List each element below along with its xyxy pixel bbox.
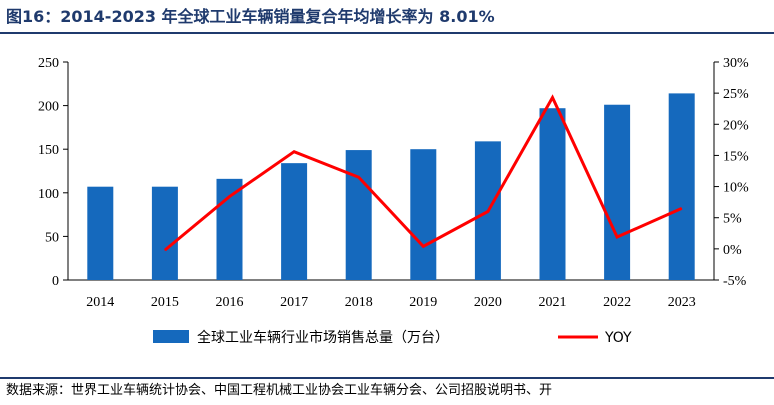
x-tick-label: 2017 bbox=[280, 295, 308, 310]
yoy-point-2020 bbox=[487, 210, 489, 212]
x-tick-label: 2021 bbox=[539, 295, 567, 310]
bar-2017 bbox=[281, 163, 308, 280]
legend-line-label: YOY bbox=[604, 330, 632, 346]
legend-bar-swatch bbox=[153, 330, 189, 343]
x-tick-label: 2018 bbox=[345, 295, 373, 310]
bar-2015 bbox=[151, 186, 178, 280]
bar-2014 bbox=[87, 186, 114, 280]
yoy-point-2018 bbox=[358, 176, 360, 178]
bar-2016 bbox=[216, 178, 243, 280]
bar-2018 bbox=[345, 150, 372, 280]
y-left-tick-label: 0 bbox=[52, 274, 59, 289]
bar-2021 bbox=[539, 108, 566, 280]
x-axis-ticks: 2014 2015 2016 2017 2018 2019 2020 2021 2022 2023 bbox=[86, 295, 695, 310]
yoy-point-2022 bbox=[616, 236, 618, 238]
y-right-tick-label: 30% bbox=[723, 56, 749, 71]
bar-2022 bbox=[604, 104, 631, 280]
x-tick-label: 2015 bbox=[151, 295, 179, 310]
y-right-tick-label: 10% bbox=[723, 181, 749, 196]
bar-2019 bbox=[410, 149, 437, 280]
legend-bar-label: 全球工业车辆行业市场销售总量（万台） bbox=[197, 329, 449, 346]
y-right-axis-ticks: -5% 0% 5% 10% 15% 20% 25% 30% bbox=[714, 56, 749, 289]
source-divider bbox=[0, 377, 774, 379]
y-right-tick-label: 25% bbox=[723, 87, 749, 102]
y-right-tick-label: 20% bbox=[723, 118, 749, 133]
x-tick-label: 2023 bbox=[668, 295, 696, 310]
yoy-point-2016 bbox=[229, 196, 230, 198]
x-tick-label: 2016 bbox=[216, 295, 244, 310]
y-right-tick-label: 0% bbox=[723, 243, 742, 258]
x-tick-label: 2020 bbox=[474, 295, 502, 310]
y-left-axis-ticks: 0 50 100 150 200 250 bbox=[38, 56, 68, 289]
yoy-point-2021 bbox=[552, 97, 553, 99]
y-right-tick-label: -5% bbox=[723, 274, 747, 289]
x-tick-label: 2022 bbox=[603, 295, 631, 310]
title-divider bbox=[0, 32, 774, 34]
y-left-tick-label: 50 bbox=[45, 230, 59, 245]
yoy-point-2015 bbox=[164, 249, 166, 251]
yoy-point-2019 bbox=[422, 245, 424, 247]
y-left-tick-label: 150 bbox=[38, 143, 59, 158]
figure-title: 图16：2014-2023 年全球工业车辆销量复合年均增长率为 8.01% bbox=[6, 7, 495, 26]
y-left-tick-label: 250 bbox=[38, 56, 59, 71]
y-left-tick-label: 100 bbox=[38, 187, 59, 202]
y-right-tick-label: 15% bbox=[723, 149, 749, 164]
bar-line-chart: 2014 2015 2016 2017 2018 2019 2020 2021 2022 2023… bbox=[38, 56, 749, 346]
yoy-point-2017 bbox=[293, 151, 295, 153]
x-tick-label: 2019 bbox=[409, 295, 437, 310]
figure-source: 数据来源：世界工业车辆统计协会、中国工程机械工业协会工业车辆分会、公司招股说明书… bbox=[6, 383, 553, 398]
y-left-tick-label: 200 bbox=[38, 100, 59, 115]
yoy-point-2023 bbox=[681, 207, 683, 209]
bar-series bbox=[87, 93, 695, 280]
legend: 全球工业车辆行业市场销售总量（万台） YOY bbox=[153, 329, 632, 346]
y-right-tick-label: 5% bbox=[723, 212, 742, 227]
x-tick-label: 2014 bbox=[86, 295, 114, 310]
bar-2023 bbox=[668, 93, 695, 280]
yoy-line-series bbox=[163, 94, 683, 252]
